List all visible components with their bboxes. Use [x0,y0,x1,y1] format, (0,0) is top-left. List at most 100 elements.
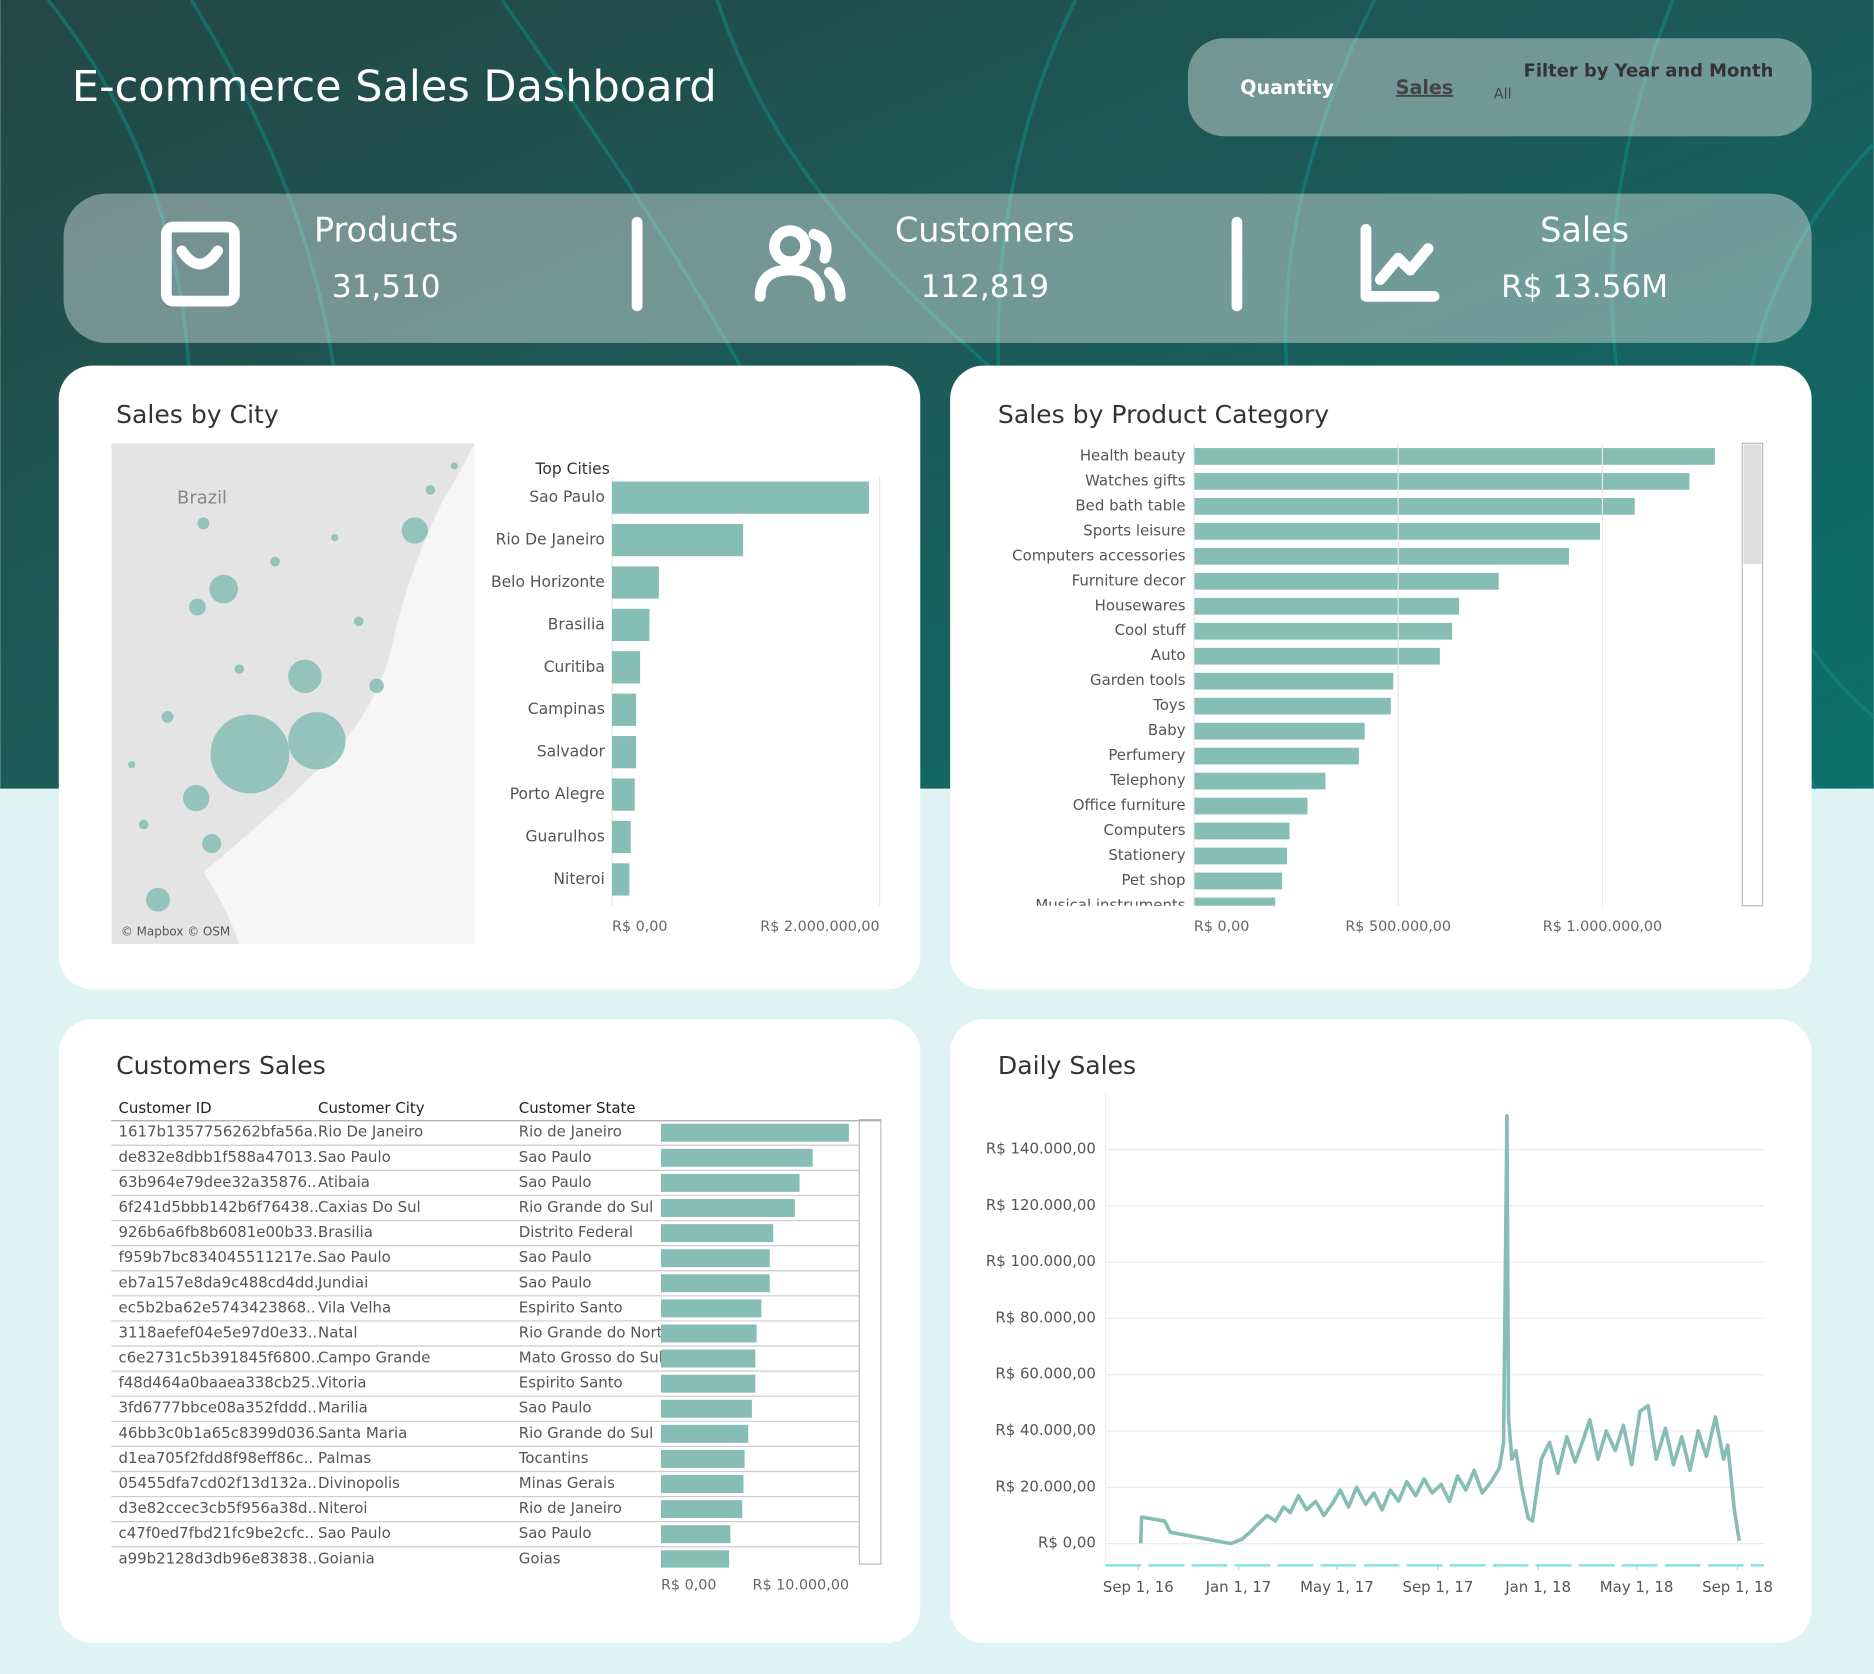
bar [660,1374,756,1393]
table-cell: Goiania [318,1549,375,1567]
bar [1193,822,1290,840]
y-tick-label: Garden tools [1090,671,1186,689]
table-cell: Marilia [318,1399,368,1417]
bar [1193,872,1283,890]
x-tick-label: R$ 10.000,00 [753,1578,850,1594]
y-tick-label: R$ 140.000,00 [986,1140,1096,1158]
bar [660,1224,774,1243]
kpi-value: 31,510 [332,269,441,305]
bar [611,651,641,684]
y-tick-label: Salvador [537,743,606,761]
x-tick-label: R$ 0,00 [1194,919,1250,935]
bar [611,863,630,896]
column-header: Customer State [519,1099,636,1117]
bar [1193,747,1359,765]
table-cell: Espirito Santo [519,1374,623,1392]
bar [660,1123,849,1142]
x-tick-label: R$ 2.000.000,00 [760,919,879,935]
x-tick-label: R$ 0,00 [661,1578,717,1594]
bar [660,1274,770,1293]
bar-group: Health beauty Watches gifts Bed bath table… [1012,446,1715,914]
x-tick-label: Sep 1, 18 [1702,1578,1773,1596]
y-tick-label: Baby [1148,721,1186,739]
x-tick-label: Sep 1, 16 [1103,1578,1174,1596]
x-tick-label: May 1, 18 [1600,1578,1674,1596]
y-tick-label: R$ 120.000,00 [986,1196,1096,1214]
y-tick-label: Musical instruments [1035,896,1185,914]
panel-title: Customers Sales [116,1051,326,1080]
panel-title: Sales by Product Category [998,400,1329,429]
table-cell: Rio de Janeiro [519,1499,622,1517]
y-tick-label: Curitiba [544,658,605,676]
table-cell: Natal [318,1323,357,1341]
control-bar [1187,38,1812,137]
toggle-button[interactable]: Quantity [1240,76,1334,99]
x-tick-label: R$ 1.000.000,00 [1543,919,1662,935]
panel-title: Sales by City [116,400,279,429]
table-cell: Espirito Santo [519,1298,623,1316]
bar [1193,697,1391,715]
bar [1193,572,1499,590]
bar [1193,547,1569,565]
y-tick-label: Brasilia [548,615,605,633]
bar [1193,772,1326,790]
y-tick-label: Toys [1152,696,1186,714]
table-cell: a99b2128d3db96e83838.. [119,1549,318,1567]
bar [1193,498,1635,515]
bar [660,1550,730,1568]
bar [660,1173,800,1192]
scrollbar[interactable] [858,1118,882,1565]
scrollbar[interactable] [1741,442,1764,907]
y-tick-label: Watches gifts [1085,471,1186,489]
y-tick-label: R$ 40.000,00 [995,1421,1096,1439]
y-tick-label: Perfumery [1108,746,1185,764]
bar [660,1449,745,1468]
kpi-label: Products [314,210,458,249]
table-cell: Sao Paulo [318,1148,391,1166]
x-tick-label: R$ 0,00 [612,919,668,935]
table-cell: f959b7bc834045511217e.. [119,1248,322,1266]
table-cell: 63b964e79dee32a35876.. [119,1173,317,1191]
y-tick-label: Guarulhos [526,828,605,846]
bar [1193,622,1453,640]
y-tick-label: Sports leisure [1083,521,1185,539]
table-cell: Jundiai [317,1273,368,1291]
y-tick-label: Housewares [1095,596,1186,614]
table-cell: eb7a157e8da9c488cd4dd.. [119,1273,324,1291]
table-cell: Rio de Janeiro [519,1123,622,1141]
table-cell: Sao Paulo [519,1273,592,1291]
table-cell: 926b6a6fb8b6081e00b33.. [119,1223,323,1241]
table-cell: Campo Grande [318,1349,430,1367]
bar [1193,647,1440,665]
panel-title: Daily Sales [998,1051,1136,1080]
y-tick-label: Health beauty [1080,446,1186,464]
bar [1193,473,1690,490]
table-cell: de832e8dbb1f588a47013.. [119,1148,323,1166]
filter-value[interactable]: All [1494,86,1512,102]
table-cell: 3118aefef04e5e97d0e33.. [119,1323,317,1341]
kpi-label: Sales [1540,210,1629,249]
y-tick-label: Stationery [1108,846,1185,864]
kpi-icons [160,216,1440,312]
x-tick-label: Jan 1, 18 [1504,1578,1571,1596]
y-tick-label: Campinas [528,700,605,718]
table-cell: Sao Paulo [318,1248,391,1266]
y-tick-label: Computers accessories [1012,546,1186,564]
table-cell: Goias [519,1549,561,1567]
bar [1193,897,1276,906]
y-tick-label: Telephony [1109,771,1186,789]
y-tick-label: Niteroi [553,870,604,888]
table-cell: Rio Grande do Sul [519,1424,654,1442]
y-tick-label: Porto Alegre [510,785,605,803]
scrollbar-thumb[interactable] [1743,444,1762,564]
toggle-button[interactable]: Sales [1396,76,1454,99]
table-cell: 46bb3c0b1a65c8399d036.. [119,1424,325,1442]
bar [1193,722,1365,740]
bar [660,1475,744,1493]
table-cell: f48d464a0baaea338cb25.. [119,1374,321,1392]
table-cell: Minas Gerais [519,1474,615,1492]
y-tick-label: Cool stuff [1115,621,1187,639]
y-tick-label: Rio De Janeiro [496,531,605,549]
y-tick-label: R$ 80.000,00 [995,1308,1096,1326]
bar [660,1199,795,1217]
